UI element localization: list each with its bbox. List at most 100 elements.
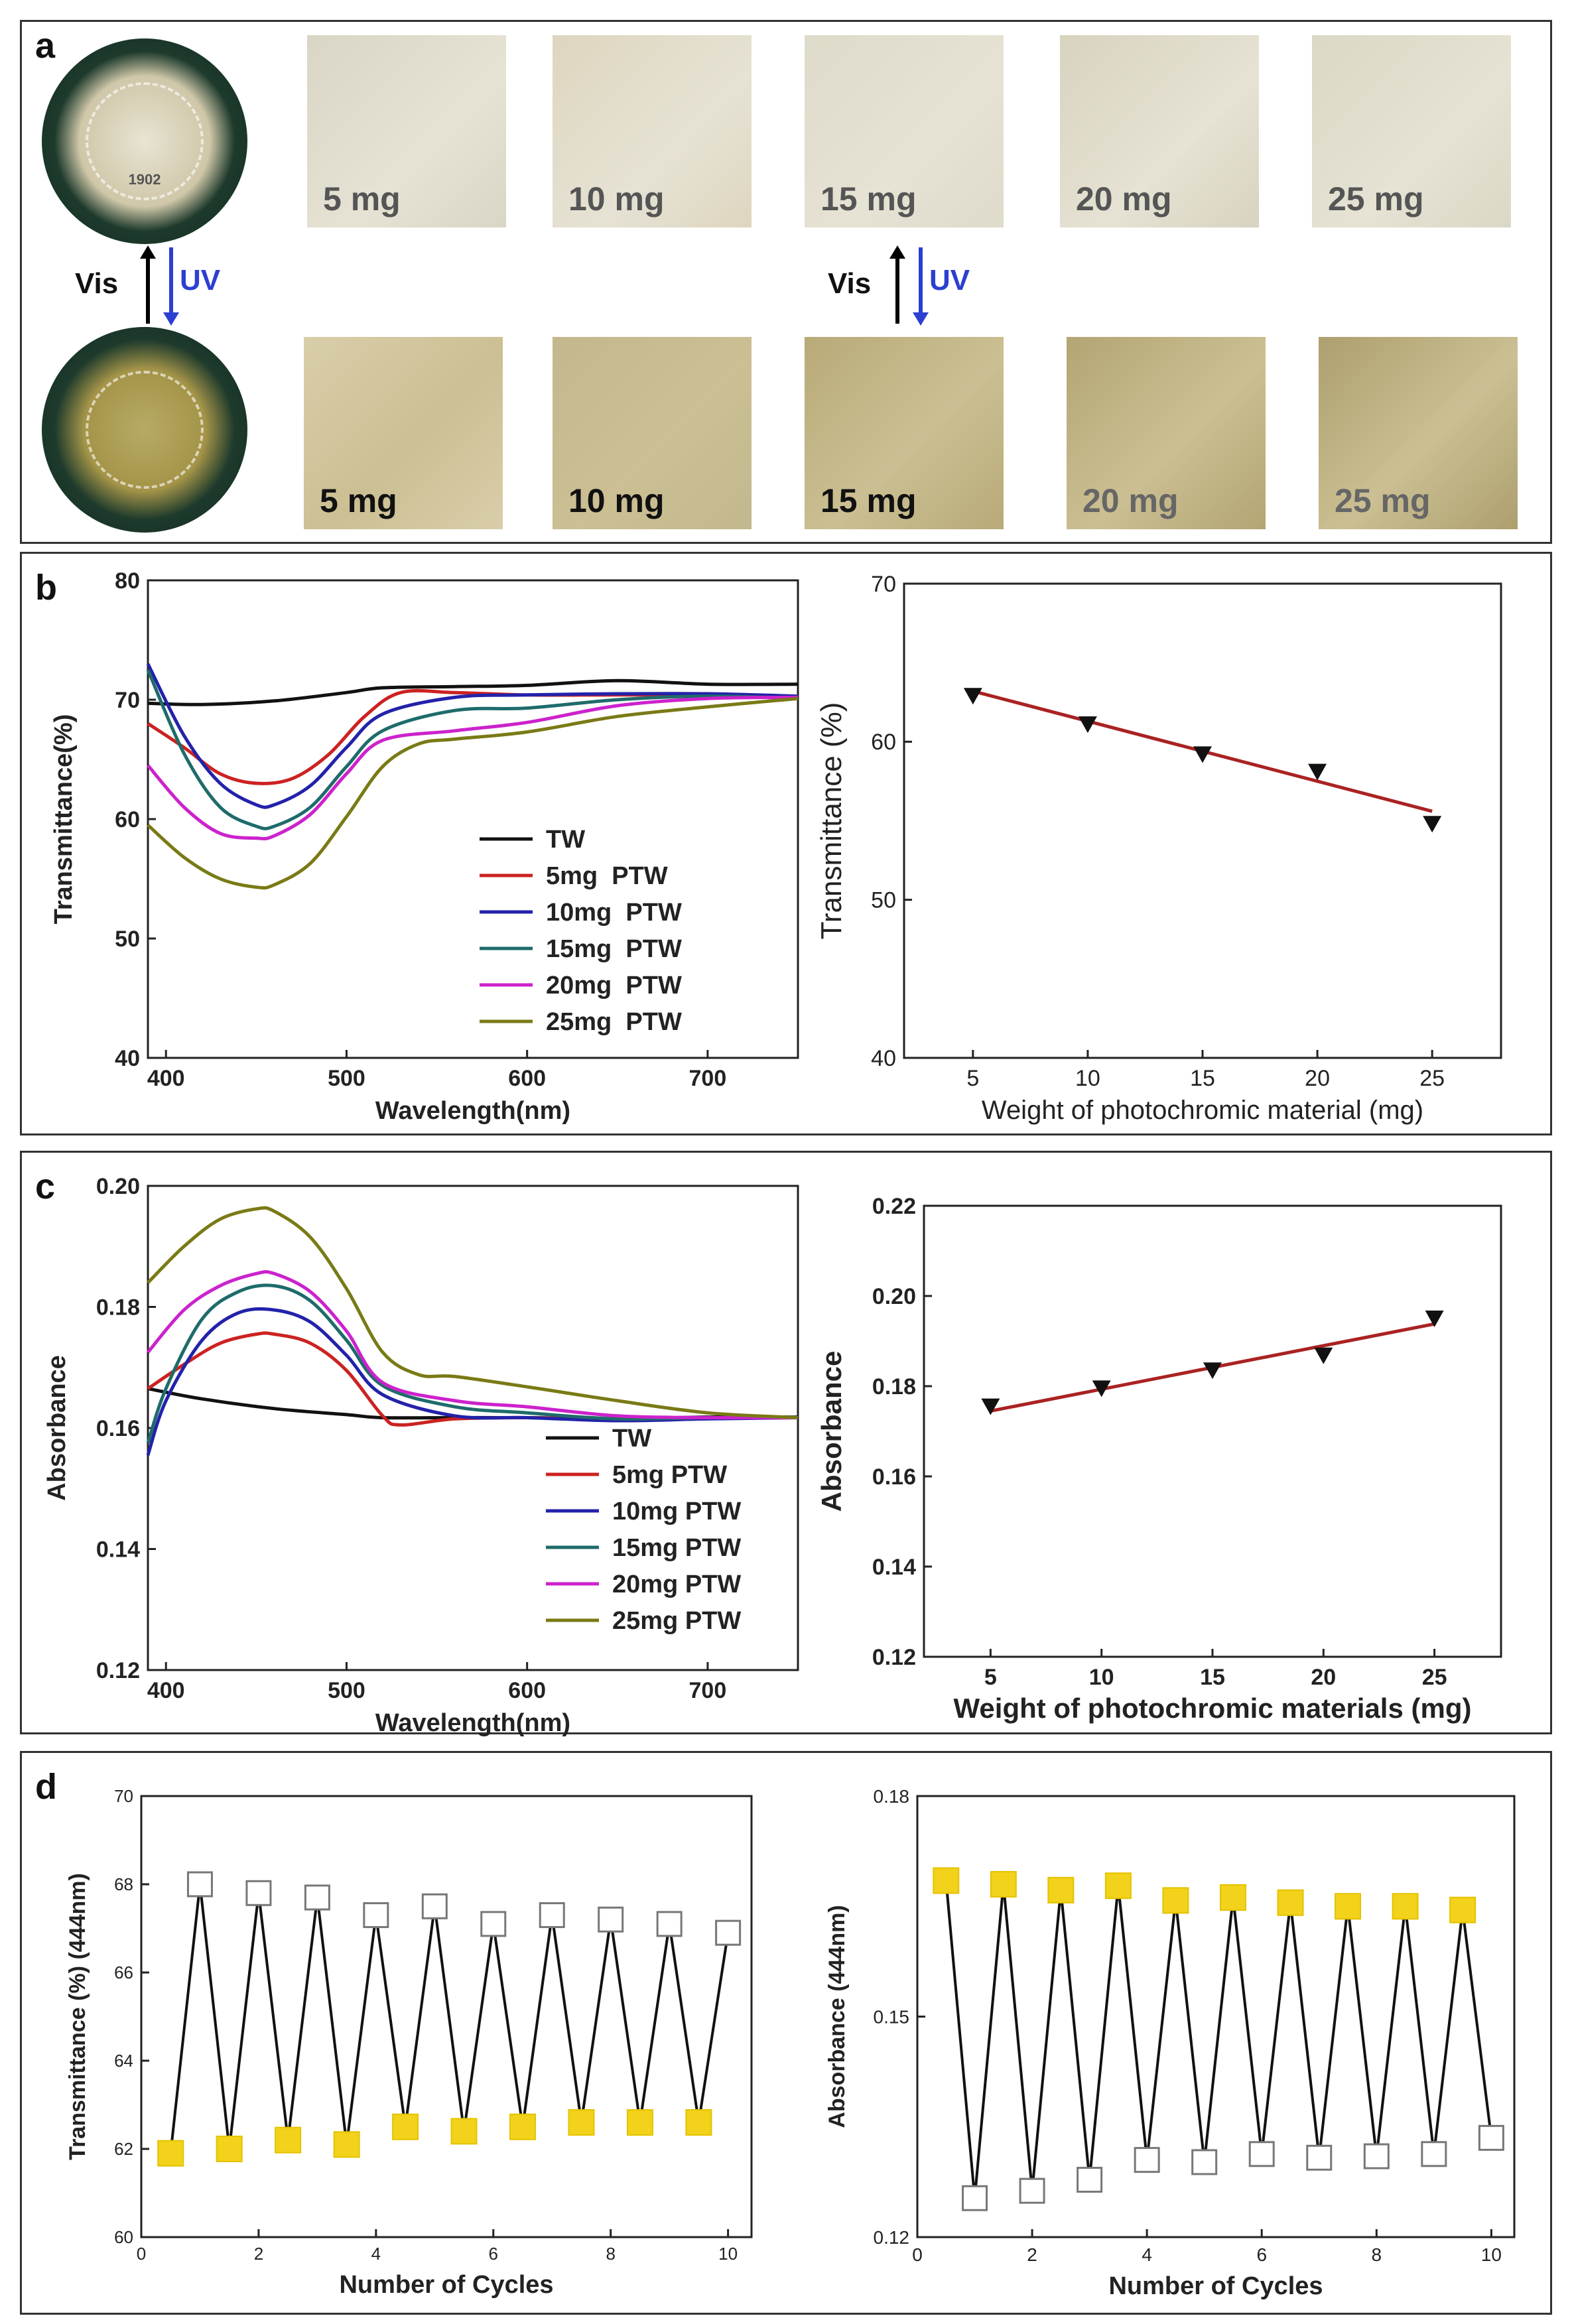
x-tick-label: 2 bbox=[254, 2244, 263, 2264]
data-point-5 bbox=[1423, 816, 1442, 833]
vis-uv-arrows-left bbox=[140, 245, 179, 326]
y-tick-label: 70 bbox=[871, 572, 896, 597]
x-tick-label: 15 bbox=[1200, 1665, 1225, 1690]
series-line-1 bbox=[147, 678, 799, 706]
uv-point-9 bbox=[626, 2109, 653, 2136]
y-tick-label: 0.12 bbox=[872, 1645, 916, 1670]
legend-label-4: 15mg PTW bbox=[612, 1534, 741, 1562]
x-axis-label: Wavelength(nm) bbox=[375, 1709, 570, 1736]
chart-d-absorbance-cycles: 0 2 4 6 8 10 0.12 0.15 0.18 Number of Cycles Absor… bbox=[824, 1786, 1516, 2300]
sample-uv-4: 20 mg bbox=[1067, 337, 1266, 529]
data-point-4 bbox=[1308, 763, 1327, 781]
data-point-4 bbox=[1314, 1347, 1333, 1364]
chart-b-transmittance-spectra: 400 500 600 700 40 50 60 70 80 Wavelength(nm) Tran… bbox=[50, 568, 799, 1125]
vis-label-middle: Vis bbox=[828, 267, 872, 300]
panel-b: b 400 500 600 700 40 50 60 70 80 Wavelength(nm) Tr… bbox=[20, 552, 1552, 1135]
vis-point-8 bbox=[1363, 2143, 1390, 2169]
panel-a: a 1902 Vis UV Vis UV 5 mg 10 mg 15 mg 20 mg… bbox=[20, 20, 1552, 544]
sample-visible-1: 5 mg bbox=[307, 35, 506, 227]
x-tick-label: 0 bbox=[137, 2244, 146, 2264]
vis-point-1 bbox=[962, 2185, 988, 2211]
y-tick-label: 70 bbox=[114, 1786, 133, 1806]
panel-a-label: a bbox=[35, 26, 56, 66]
x-tick-label: 4 bbox=[1142, 2244, 1152, 2265]
x-tick-label: 8 bbox=[606, 2244, 615, 2264]
uv-point-4 bbox=[1104, 1872, 1132, 1900]
sample-uv-2: 10 mg bbox=[553, 337, 752, 529]
y-tick-label: 0.14 bbox=[872, 1555, 916, 1580]
x-tick-label: 15 bbox=[1190, 1066, 1215, 1091]
cycle-line bbox=[169, 1884, 730, 2154]
data-point-2 bbox=[1092, 1380, 1111, 1397]
x-tick-label: 4 bbox=[371, 2244, 381, 2264]
x-tick-label: 5 bbox=[984, 1665, 997, 1690]
y-axis-label: Transmittance (%) (444nm) bbox=[65, 1873, 90, 2160]
logo-year: 1902 bbox=[128, 171, 161, 188]
logo-emblem-icon bbox=[86, 82, 204, 200]
vis-point-2 bbox=[1019, 2177, 1045, 2204]
university-logo-uv bbox=[42, 327, 247, 533]
data-point-2 bbox=[1078, 716, 1097, 734]
legend-label-1: TW bbox=[546, 826, 585, 854]
y-tick-label: 64 bbox=[114, 2051, 133, 2071]
uv-point-4 bbox=[333, 2131, 360, 2158]
data-point-1 bbox=[981, 1398, 1000, 1415]
uv-point-7 bbox=[1277, 1889, 1304, 1916]
sample-label: 10 mg bbox=[568, 180, 665, 218]
y-axis-label: Transmittance (%) bbox=[815, 702, 848, 940]
data-point-1 bbox=[963, 688, 982, 705]
logo-emblem-icon bbox=[86, 371, 204, 489]
y-tick-label: 0.20 bbox=[872, 1284, 916, 1309]
uv-point-2 bbox=[216, 2136, 243, 2162]
y-tick-label: 66 bbox=[114, 1963, 133, 1982]
x-tick-label: 400 bbox=[147, 1066, 185, 1091]
data-point-3 bbox=[1193, 746, 1212, 763]
uv-point-1 bbox=[157, 2140, 184, 2167]
vis-point-4 bbox=[1134, 2147, 1160, 2173]
y-tick-label: 40 bbox=[115, 1046, 140, 1071]
y-tick-label: 70 bbox=[115, 688, 140, 713]
vis-point-5 bbox=[1191, 2149, 1218, 2175]
x-tick-label: 6 bbox=[489, 2244, 498, 2264]
sample-visible-5: 25 mg bbox=[1312, 35, 1511, 227]
x-tick-label: 10 bbox=[1481, 2244, 1502, 2265]
cycle-line bbox=[945, 1880, 1493, 2199]
x-axis-label: Number of Cycles bbox=[339, 2271, 553, 2299]
y-tick-label: 60 bbox=[115, 807, 140, 832]
x-tick-label: 400 bbox=[147, 1678, 185, 1703]
series-line-3 bbox=[146, 663, 799, 809]
vis-point-3 bbox=[304, 1884, 330, 1911]
vis-point-1 bbox=[186, 1871, 213, 1898]
x-axis-label: Weight of photochromic material (mg) bbox=[982, 1096, 1423, 1125]
data-point-5 bbox=[1425, 1311, 1444, 1327]
uv-point-5 bbox=[392, 2113, 419, 2140]
uv-point-9 bbox=[1392, 1893, 1419, 1920]
uv-point-3 bbox=[275, 2126, 302, 2154]
y-tick-label: 0.12 bbox=[874, 2227, 910, 2248]
y-tick-label: 50 bbox=[115, 927, 140, 952]
x-tick-label: 10 bbox=[1089, 1665, 1114, 1690]
x-tick-label: 8 bbox=[1372, 2244, 1382, 2265]
x-tick-label: 600 bbox=[508, 1678, 546, 1703]
vis-point-6 bbox=[480, 1911, 507, 1937]
plot-frame bbox=[903, 582, 1502, 1059]
sample-visible-3: 15 mg bbox=[805, 35, 1004, 227]
x-tick-label: 500 bbox=[328, 1678, 365, 1703]
panel-d: d 0 2 4 6 8 10 60 62 64 66 68 70 Number of Cycles Tra… bbox=[20, 1751, 1552, 2315]
plot-frame bbox=[923, 1204, 1502, 1658]
x-tick-label: 20 bbox=[1311, 1665, 1336, 1690]
sample-label: 20 mg bbox=[1076, 180, 1172, 218]
sample-label: 25 mg bbox=[1335, 482, 1431, 519]
vis-point-6 bbox=[1248, 2141, 1275, 2167]
sample-label: 5 mg bbox=[323, 180, 401, 218]
legend-label-1: TW bbox=[612, 1425, 651, 1452]
x-tick-label: 25 bbox=[1419, 1066, 1445, 1091]
legend-label-2: 5mg PTW bbox=[612, 1461, 727, 1489]
sample-uv-3: 15 mg bbox=[805, 337, 1004, 529]
uv-point-1 bbox=[933, 1867, 960, 1894]
legend-label-3: 10mg PTW bbox=[612, 1498, 741, 1525]
vis-point-5 bbox=[421, 1893, 448, 1919]
vis-point-9 bbox=[1421, 2141, 1447, 2167]
series-line-5 bbox=[147, 1269, 799, 1420]
